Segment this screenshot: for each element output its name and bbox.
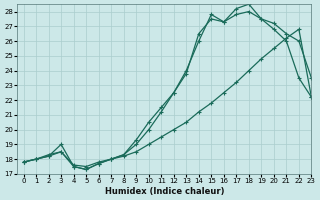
X-axis label: Humidex (Indice chaleur): Humidex (Indice chaleur) [105, 187, 224, 196]
